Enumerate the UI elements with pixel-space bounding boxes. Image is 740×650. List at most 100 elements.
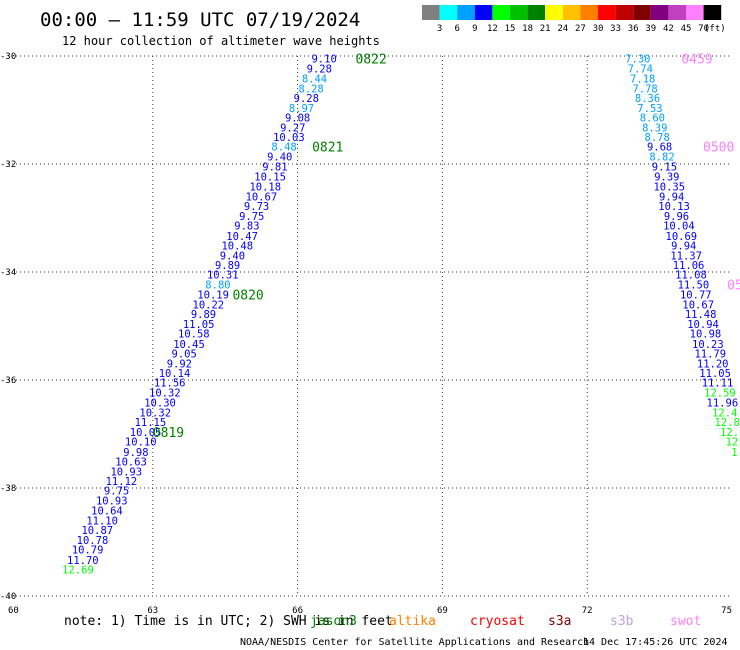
swh-value-label: 10.45 <box>173 339 205 351</box>
swh-value-label: 7.30 <box>625 54 650 66</box>
swh-value-label: 10.14 <box>159 368 191 380</box>
swh-value-label: 9.98 <box>123 447 148 459</box>
swh-value-label: 10.19 <box>197 290 229 302</box>
satellite-legend-altika: altika <box>389 614 436 629</box>
swh-value-label: 9.94 <box>659 191 684 203</box>
swh-value-label: 11.05 <box>183 319 215 331</box>
swh-value-label: 8.28 <box>298 83 323 95</box>
swh-value-label: 9.40 <box>267 151 292 163</box>
color-swatch <box>492 5 510 20</box>
time-label: 050 <box>727 278 740 293</box>
swh-value-label: 9.10 <box>311 54 336 66</box>
satellite-legend-s3a: s3a <box>548 614 571 629</box>
swh-value-label: 12.4 <box>712 407 737 419</box>
swh-value-label: 10.35 <box>653 182 685 194</box>
swh-value-label: 11.20 <box>697 358 729 370</box>
swh-value-label: 10.94 <box>687 319 719 331</box>
time-label: 0822 <box>356 53 387 68</box>
satellite-legend-s3b: s3b <box>610 614 634 629</box>
swh-value-label: 7.53 <box>637 103 662 115</box>
color-scale-label: 24 <box>557 24 568 34</box>
swh-value-label: 10.03 <box>273 132 305 144</box>
color-swatch <box>474 5 493 20</box>
y-tick-label: -32 <box>0 160 16 170</box>
swh-value-label: 9.94 <box>671 241 696 253</box>
satellite-legend-swot: swot <box>670 614 701 629</box>
grid-lines <box>8 55 732 597</box>
footer-timestamp: 14 Dec 17:45:26 UTC 2024 <box>583 637 728 648</box>
color-swatch <box>439 5 458 20</box>
swh-value-label: 9.39 <box>654 171 679 183</box>
swh-value-label: 9.15 <box>652 162 677 174</box>
swh-value-label: 11.06 <box>673 260 705 272</box>
swh-value-label: 10.10 <box>125 437 157 449</box>
color-swatch <box>545 5 563 20</box>
color-swatch <box>598 5 616 20</box>
color-swatch <box>580 5 598 20</box>
swh-value-label: 11.70 <box>67 555 99 567</box>
time-label: 0500 <box>703 141 734 156</box>
swh-value-label: 10.78 <box>77 535 109 547</box>
swh-value-label: 11.50 <box>678 279 710 291</box>
color-swatch <box>650 5 669 20</box>
color-swatch <box>527 5 546 20</box>
swh-value-label: 10.58 <box>178 329 210 341</box>
footer-note: note: 1) Time is in UTC; 2) SWH is in fe… <box>64 614 393 629</box>
chart-subtitle: 12 hour collection of altimeter wave hei… <box>62 34 380 48</box>
swh-value-label: 8.78 <box>645 132 670 144</box>
swh-value-label: 10.48 <box>221 241 253 253</box>
swh-value-label: 10.93 <box>110 466 142 478</box>
color-scale-label: 27 <box>575 24 586 34</box>
swh-value-label: 9.08 <box>285 113 310 125</box>
swh-value-label: 10.13 <box>658 201 690 213</box>
x-tick-label: 60 <box>8 606 19 616</box>
swh-value-label: 12.69 <box>62 565 94 577</box>
x-tick-label: 69 <box>437 606 448 616</box>
swh-value-label: 9.96 <box>664 211 689 223</box>
swh-value-label: 9.89 <box>215 260 240 272</box>
swh-value-label: 9.89 <box>191 309 216 321</box>
swh-value-label: 8.60 <box>640 113 665 125</box>
swh-value-label: 11.96 <box>707 398 739 410</box>
swh-value-label: 10.63 <box>115 457 147 469</box>
swh-value-label: 10.04 <box>663 221 695 233</box>
swh-value-label: 9.28 <box>307 63 332 75</box>
swh-value-label: 11.48 <box>685 309 717 321</box>
swh-value-label: 10.47 <box>226 231 258 243</box>
color-swatch <box>633 5 651 20</box>
swh-value-label: 10.31 <box>207 270 239 282</box>
swh-value-label: 9.40 <box>220 250 245 262</box>
swh-value-label: 12.8 <box>715 417 740 429</box>
swh-value-label: 10.05 <box>130 427 162 439</box>
color-scale-label: 21 <box>540 24 551 34</box>
swh-value-label: 10.23 <box>692 339 724 351</box>
color-swatch <box>615 5 634 20</box>
swh-value-label: 12.59 <box>704 387 736 399</box>
swh-value-label: 1 <box>731 447 737 459</box>
swh-value-label: 10.93 <box>96 495 128 507</box>
swh-value-label: 10.30 <box>144 398 176 410</box>
color-scale-label: 9 <box>472 24 477 34</box>
satellite-legend: jason3 altika cryosat s3a s3b swot <box>310 614 701 629</box>
y-tick-label: -36 <box>0 376 16 386</box>
swh-value-label: 11.79 <box>694 349 726 361</box>
color-swatch <box>668 5 686 20</box>
swh-value-label: 8.80 <box>205 279 230 291</box>
jason3-track: 9.109.288.448.289.288.979.089.2710.038.4… <box>62 53 387 577</box>
swh-value-label: 8.39 <box>642 122 667 134</box>
color-scale-legend: 3 6 9 12 15 18 21 24 27 30 33 36 39 42 45 70 <box>422 5 722 34</box>
y-tick-label: -38 <box>0 484 16 494</box>
swh-value-label: 10.32 <box>139 407 171 419</box>
swh-value-label: 10.67 <box>682 299 714 311</box>
color-scale-unit: (ft) <box>704 24 726 34</box>
x-tick-label: 72 <box>582 606 593 616</box>
footer-credit: NOAA/NESDIS Center for Satellite Applica… <box>240 637 589 648</box>
swh-value-label: 11.08 <box>675 270 707 282</box>
color-swatch <box>510 5 528 20</box>
satellite-legend-jason3: jason3 <box>310 614 357 629</box>
swh-value-label: 7.78 <box>632 83 657 95</box>
swh-value-label: 8.97 <box>289 103 314 115</box>
color-scale-label: 45 <box>681 24 692 34</box>
y-tick-label: -30 <box>0 52 16 62</box>
color-swatch <box>457 5 475 20</box>
